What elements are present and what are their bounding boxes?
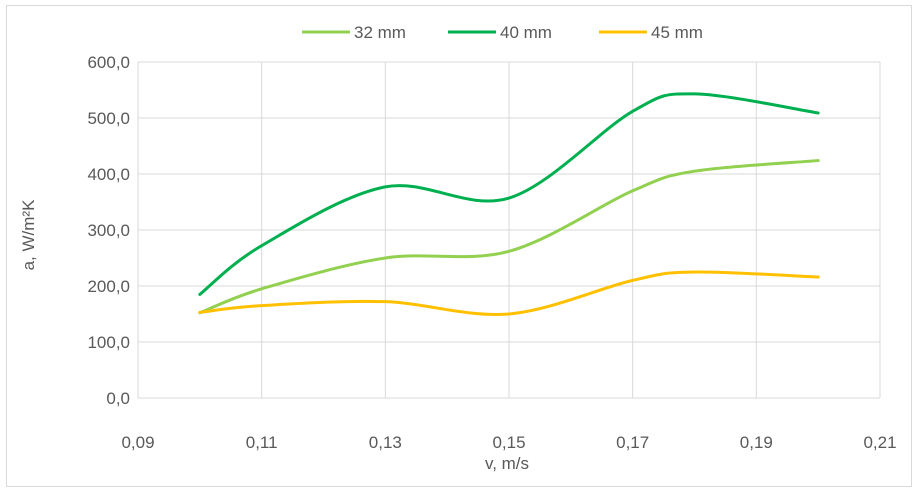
series-lines — [198, 92, 820, 317]
x-tick-label: 0,15 — [492, 433, 525, 452]
y-tick-label: 0,0 — [106, 389, 130, 408]
legend: 32 mm 40 mm 45 mm — [302, 23, 703, 42]
y-tick-label: 200,0 — [87, 277, 130, 296]
y-tick-label: 300,0 — [87, 221, 130, 240]
x-tick-label: 0,17 — [616, 433, 649, 452]
x-tick-label: 0,19 — [740, 433, 773, 452]
y-tick-label: 100,0 — [87, 333, 130, 352]
x-tick-label: 0,21 — [863, 433, 896, 452]
x-tick-label: 0,09 — [121, 433, 154, 452]
x-tick-label: 0,11 — [246, 433, 278, 452]
legend-label: 45 mm — [651, 23, 703, 42]
gridlines — [137, 61, 881, 399]
legend-item: 40 mm — [448, 23, 552, 42]
series-line-32-mm — [198, 159, 820, 315]
legend-label: 40 mm — [500, 23, 552, 42]
legend-item: 45 mm — [599, 23, 703, 42]
x-tick-label: 0,13 — [369, 433, 402, 452]
x-tick-labels: 0,09 0,11 0,13 0,15 0,17 0,19 0,21 — [121, 433, 896, 452]
y-tick-labels: 0,0 100,0 200,0 300,0 400,0 500,0 600,0 — [87, 53, 130, 408]
series-line-45-mm — [198, 270, 820, 317]
y-tick-label: 600,0 — [87, 53, 130, 72]
y-tick-label: 500,0 — [87, 109, 130, 128]
legend-item: 32 mm — [302, 23, 406, 42]
series-line-40-mm — [198, 92, 820, 296]
legend-label: 32 mm — [354, 23, 406, 42]
y-tick-label: 400,0 — [87, 165, 130, 184]
x-axis-label: v, m/s — [485, 454, 529, 473]
y-axis-label: a, W/m²K — [19, 199, 38, 270]
chart-frame: 0,0 100,0 200,0 300,0 400,0 500,0 600,0 0,09 0,… — [6, 5, 912, 487]
